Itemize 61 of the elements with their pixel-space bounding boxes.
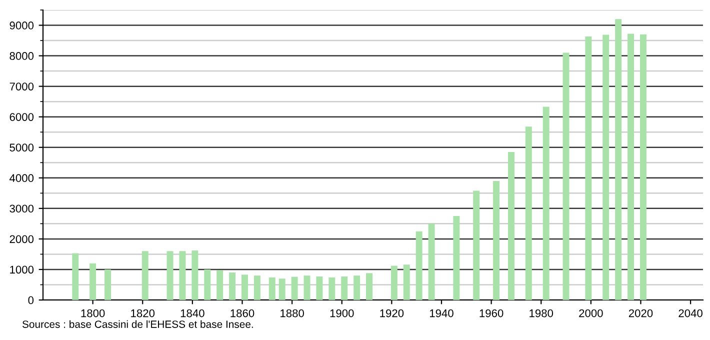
x-tick-label: 1840 xyxy=(180,309,204,318)
bar xyxy=(90,263,96,300)
bar xyxy=(525,126,532,300)
y-tick-label: 6000 xyxy=(10,113,34,121)
bar xyxy=(328,277,336,300)
x-tick-label: 1880 xyxy=(280,309,304,318)
bar xyxy=(304,276,310,300)
bar xyxy=(104,269,111,300)
y-tick-label: 9000 xyxy=(10,22,34,30)
y-tick-label: 7000 xyxy=(10,82,34,90)
bar xyxy=(542,106,550,300)
bar xyxy=(268,277,276,300)
x-tick-label: 2000 xyxy=(579,309,603,318)
bar xyxy=(316,276,323,300)
bar xyxy=(242,274,248,300)
x-tick-label: 1980 xyxy=(530,309,554,318)
bar xyxy=(72,253,79,300)
y-tick-label: 8000 xyxy=(10,52,34,60)
y-tick-label: 2000 xyxy=(10,235,34,244)
y-tick-label: 1000 xyxy=(10,266,34,274)
bar xyxy=(493,180,500,300)
bar xyxy=(354,276,360,300)
bar xyxy=(453,216,460,300)
bar xyxy=(602,34,610,300)
bar xyxy=(166,251,174,300)
bar xyxy=(390,266,398,300)
bar xyxy=(473,190,480,300)
bar xyxy=(204,269,211,300)
bar xyxy=(341,276,348,300)
bar xyxy=(366,273,372,300)
x-tick-label: 1900 xyxy=(330,309,354,318)
bar xyxy=(142,251,148,300)
y-tick-label: 4000 xyxy=(10,174,34,182)
bar xyxy=(254,276,260,300)
x-tick-label: 1920 xyxy=(380,309,404,318)
bar xyxy=(640,34,646,300)
bar xyxy=(278,278,286,300)
source-note: Sources : base Cassini de l'EHESS et base Insee. xyxy=(22,320,253,328)
x-tick-label: 1820 xyxy=(131,309,155,318)
x-tick-label: 1800 xyxy=(81,309,105,318)
bar xyxy=(508,152,514,300)
x-tick-label: 1860 xyxy=(230,309,254,318)
bar xyxy=(615,19,622,300)
bar xyxy=(628,34,634,300)
y-tick-label: 0 xyxy=(28,296,34,304)
bar xyxy=(216,270,224,300)
y-tick-label: 5000 xyxy=(10,144,34,152)
x-tick-label: 1940 xyxy=(430,309,454,318)
x-tick-label: 1960 xyxy=(480,309,504,318)
bar xyxy=(291,276,298,300)
bar xyxy=(428,224,435,300)
x-tick-label: 2040 xyxy=(678,309,702,318)
x-tick-label: 2020 xyxy=(628,309,653,318)
bar xyxy=(585,36,592,300)
y-tick-label: 3000 xyxy=(10,204,34,213)
bar xyxy=(192,250,198,300)
bar xyxy=(562,52,570,300)
bar xyxy=(416,231,422,300)
bar xyxy=(229,272,236,300)
bar xyxy=(179,251,186,300)
bar xyxy=(403,264,410,300)
